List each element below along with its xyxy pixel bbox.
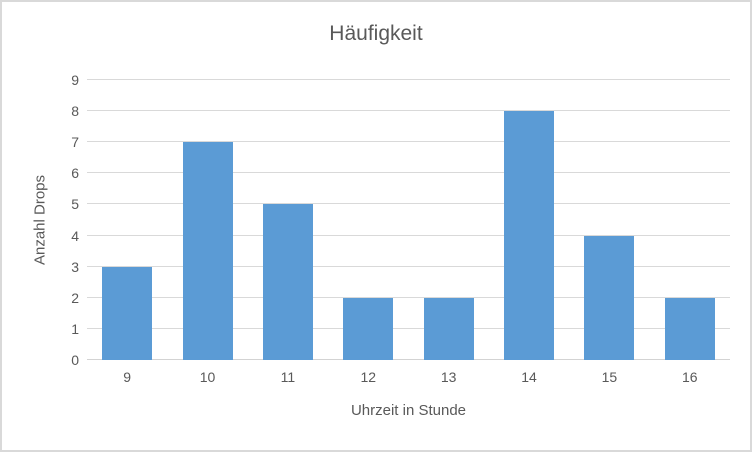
gridline [87, 265, 730, 267]
y-axis-title: Anzahl Drops [31, 174, 49, 266]
y-tick-label: 1 [71, 320, 79, 337]
x-tick-label: 9 [123, 369, 132, 385]
x-tick-label: 14 [521, 369, 537, 385]
x-tick-label: 15 [601, 369, 618, 385]
gridline [87, 172, 730, 174]
gridline [87, 203, 730, 205]
bar-9 [102, 266, 153, 360]
bar-12 [343, 297, 394, 360]
chart-title: Häufigkeit [329, 22, 423, 45]
x-axis-title: Uhrzeit in Stunde [350, 402, 467, 419]
gridline [87, 79, 730, 80]
gridline [87, 234, 730, 236]
y-tick-label: 9 [71, 72, 79, 88]
x-tick-label: 10 [199, 369, 216, 385]
y-tick-label: 5 [71, 196, 79, 213]
x-tick-label: 16 [682, 369, 698, 385]
x-tick-label: 11 [280, 369, 296, 385]
plot-area [87, 79, 730, 360]
gridline [87, 327, 730, 329]
y-tick-label: 6 [71, 165, 79, 182]
bar-13 [423, 297, 474, 360]
bar-10 [182, 142, 233, 360]
y-tick-label: 0 [71, 352, 79, 368]
x-axis-line [87, 359, 730, 360]
bar-11 [262, 204, 313, 360]
gridline [87, 296, 730, 298]
gridline [87, 141, 730, 143]
gridline [87, 110, 730, 112]
y-tick-label: 7 [71, 134, 79, 151]
bar-15 [584, 235, 635, 360]
bar-14 [504, 111, 555, 360]
y-tick-label: 4 [71, 227, 79, 244]
y-tick-label: 8 [71, 103, 79, 120]
y-tick-label: 2 [71, 289, 79, 306]
x-tick-label: 13 [440, 369, 457, 385]
x-tick-label: 12 [360, 369, 377, 385]
y-tick-label: 3 [71, 258, 79, 275]
bar-16 [664, 297, 715, 360]
